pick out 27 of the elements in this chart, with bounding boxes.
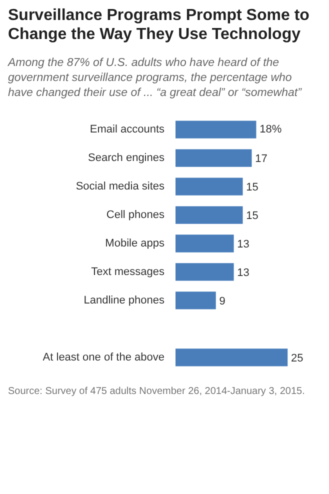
data-label: 17 — [255, 153, 268, 166]
bar — [176, 348, 288, 366]
bar — [176, 263, 234, 281]
y-tick-label: Search engines — [88, 152, 165, 164]
y-tick-label: At least one of the above — [42, 352, 165, 364]
bar — [176, 292, 216, 310]
chart-subtitle: Among the 87% of U.S. adults who have heard of the government surveillance programs, the percentage who have changed their use of ... “a great deal” or “somewhat” — [8, 56, 303, 102]
bar — [176, 120, 256, 139]
data-label: 13 — [237, 267, 250, 280]
data-label: 13 — [237, 238, 250, 251]
y-tick-label: Mobile apps — [105, 238, 165, 250]
bar — [176, 178, 243, 196]
data-label: 15 — [246, 182, 258, 194]
bar — [176, 149, 252, 168]
y-tick-label: Social media sites — [76, 180, 165, 193]
bar — [176, 234, 234, 253]
data-label: 25 — [290, 352, 304, 365]
y-tick-label: Cell phones — [106, 209, 165, 222]
data-label: 18% — [260, 124, 282, 136]
y-tick-label: Email accounts — [90, 124, 165, 136]
data-label: 9 — [219, 296, 226, 308]
y-tick-label: Text messages — [91, 266, 165, 278]
source-note: Source: Survey of 475 adults November 26, 2014-January 3, 2015. — [8, 385, 305, 398]
y-tick-label: Landline phones — [84, 294, 165, 307]
chart-title: Surveillance Programs Prompt Some to Change the Way They Use Technology — [8, 6, 310, 44]
bar — [176, 206, 243, 224]
data-label: 15 — [246, 210, 258, 222]
